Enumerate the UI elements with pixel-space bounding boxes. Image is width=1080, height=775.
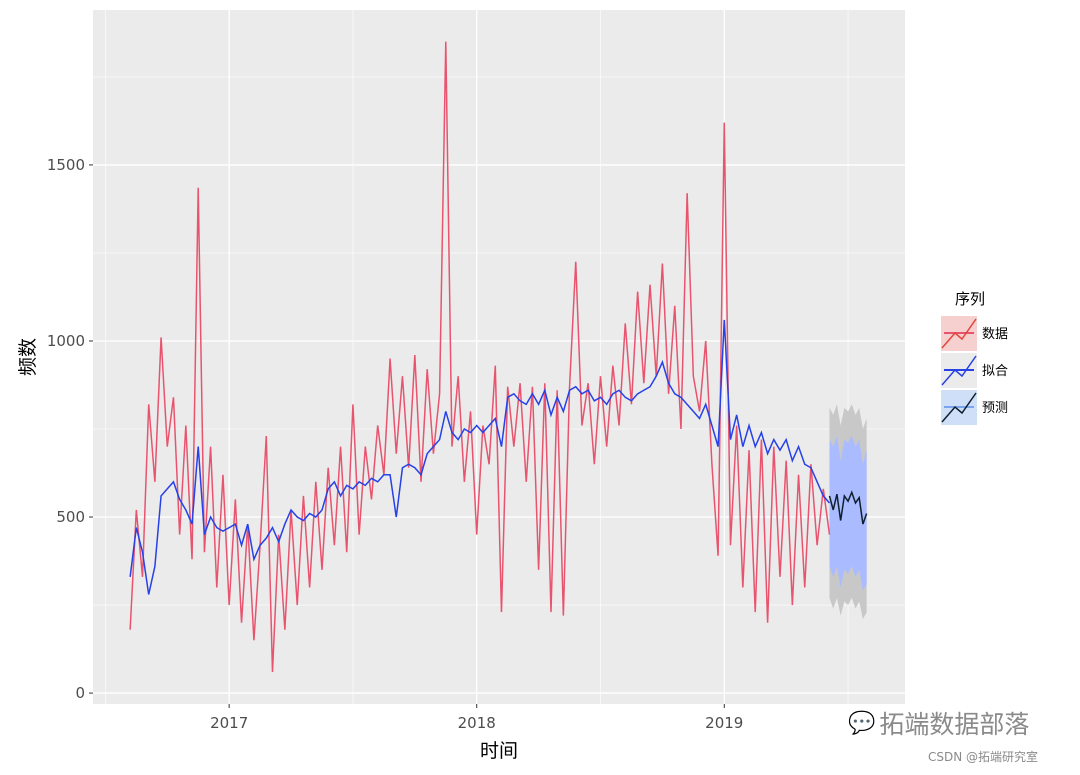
y-tick-label: 1000 — [47, 332, 85, 350]
x-tick-label: 2018 — [458, 714, 496, 732]
fit-series-line — [129, 319, 831, 595]
watermark-brand: 💬 拓端数据部落 — [848, 705, 1029, 741]
forecast-series-line — [828, 490, 868, 525]
legend-label: 拟合 — [982, 364, 1008, 379]
plot-panel — [93, 10, 905, 704]
legend-key-line — [941, 318, 977, 349]
wechat-icon: 💬 — [848, 710, 876, 736]
y-tick-label: 500 — [56, 508, 85, 526]
legend-key-line — [941, 355, 977, 386]
legend-label: 数据 — [982, 327, 1008, 342]
x-tick-label: 2019 — [705, 714, 743, 732]
legend-label: 预测 — [982, 401, 1008, 416]
legend-title: 序列 — [955, 290, 985, 308]
x-axis-title: 时间 — [480, 740, 518, 762]
y-tick-label: 0 — [75, 684, 85, 702]
legend-key-line — [941, 392, 977, 423]
data-series-line — [129, 41, 831, 672]
y-axis-title: 频数 — [17, 338, 39, 376]
watermark-credit: CSDN @拓端研究室 — [928, 750, 1039, 764]
x-tick-label: 2017 — [210, 714, 248, 732]
y-tick-label: 1500 — [47, 156, 85, 174]
forecast-80-band — [829, 436, 867, 591]
watermark-brand-text: 拓端数据部落 — [879, 710, 1030, 739]
